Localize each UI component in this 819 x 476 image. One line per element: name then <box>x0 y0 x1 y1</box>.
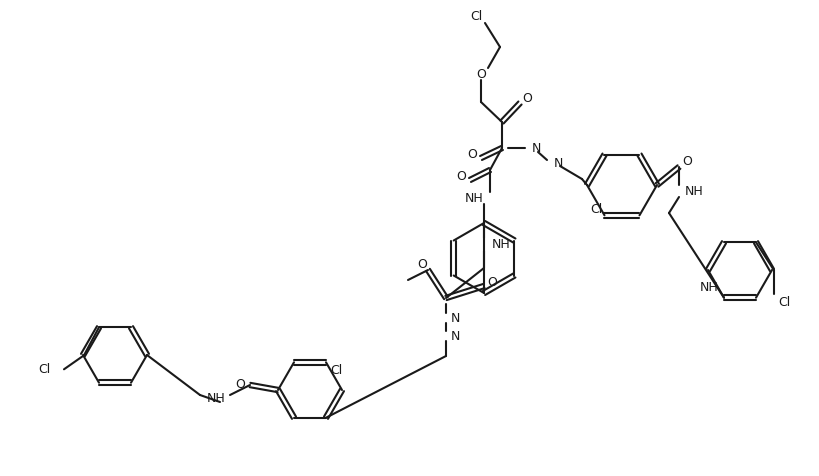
Text: O: O <box>522 91 532 105</box>
Text: N: N <box>554 157 563 169</box>
Text: Cl: Cl <box>329 364 342 377</box>
Text: Cl: Cl <box>469 10 482 22</box>
Text: N: N <box>532 141 541 155</box>
Text: O: O <box>455 169 465 182</box>
Text: O: O <box>467 148 477 160</box>
Text: Cl: Cl <box>590 203 602 216</box>
Text: O: O <box>235 378 245 391</box>
Text: O: O <box>486 276 496 288</box>
Text: NH: NH <box>684 185 703 198</box>
Text: NH: NH <box>699 281 718 294</box>
Text: Cl: Cl <box>777 296 790 309</box>
Text: O: O <box>681 155 691 168</box>
Text: N: N <box>450 329 459 343</box>
Text: NH: NH <box>491 238 510 250</box>
Text: O: O <box>417 258 427 270</box>
Text: NH: NH <box>207 391 226 405</box>
Text: Cl: Cl <box>38 363 51 376</box>
Text: NH: NH <box>464 191 483 205</box>
Text: O: O <box>476 68 486 80</box>
Text: N: N <box>450 311 459 325</box>
